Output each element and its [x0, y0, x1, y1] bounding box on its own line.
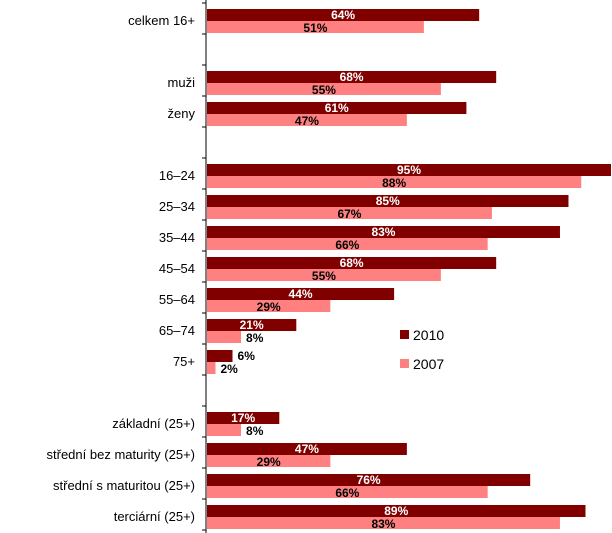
- bar-2007: [207, 486, 488, 498]
- bar-2007: [207, 83, 441, 95]
- category-label: 45–54: [159, 261, 195, 276]
- legend-swatch-2007: [400, 359, 409, 368]
- category-label: 75+: [173, 354, 195, 369]
- bar-2010: [207, 288, 395, 300]
- category-label: muži: [168, 75, 196, 90]
- value-label-2007: 55%: [312, 83, 336, 97]
- value-label-2010: 85%: [376, 194, 400, 208]
- value-label-2010: 89%: [384, 504, 408, 518]
- legend: 2010 2007: [400, 327, 444, 372]
- bar-2010: [207, 412, 280, 424]
- bar-2010: [207, 319, 297, 331]
- bar-2007: [207, 517, 560, 529]
- value-label-2010: 68%: [340, 70, 364, 84]
- value-label-2010: 83%: [371, 225, 395, 239]
- category-label: ženy: [168, 106, 196, 121]
- value-label-2007: 8%: [246, 331, 264, 345]
- category-label: základní (25+): [112, 416, 195, 431]
- value-label-2007: 66%: [335, 486, 359, 500]
- bar-2007: [207, 362, 216, 374]
- value-label-2007: 2%: [221, 362, 239, 376]
- legend-swatch-2010: [400, 330, 409, 339]
- bar-2007: [207, 21, 424, 33]
- bar-2010: [207, 257, 497, 269]
- bar-2010: [207, 164, 611, 176]
- value-label-2007: 8%: [246, 424, 264, 438]
- value-label-2007: 29%: [257, 300, 281, 314]
- category-label: střední s maturitou (25+): [53, 478, 195, 493]
- bar-2007: [207, 114, 407, 126]
- bar-2007: [207, 238, 488, 250]
- category-labels-group: celkem 16+ muži ženy 16–24 25–34 35–44 45–54 55…: [47, 13, 196, 524]
- value-label-2010: 76%: [357, 473, 381, 487]
- value-label-2007: 67%: [337, 207, 361, 221]
- value-label-2007: 29%: [257, 455, 281, 469]
- legend-label-2010: 2010: [413, 327, 444, 343]
- bar-2010: [207, 443, 407, 455]
- bar-2010: [207, 226, 560, 238]
- bar-2007: [207, 300, 331, 312]
- legend-label-2007: 2007: [413, 356, 444, 372]
- category-label: celkem 16+: [128, 13, 195, 28]
- category-label: 55–64: [159, 292, 195, 307]
- value-label-2007: 83%: [371, 517, 395, 531]
- category-label: 16–24: [159, 168, 195, 183]
- value-label-2007: 88%: [382, 176, 406, 190]
- value-label-2010: 64%: [331, 8, 355, 22]
- bar-2010: [207, 350, 233, 362]
- category-label: střední bez maturity (25+): [47, 447, 195, 462]
- bar-2010: [207, 195, 569, 207]
- value-label-2007: 47%: [295, 114, 319, 128]
- bar-2010: [207, 71, 497, 83]
- value-label-2010: 61%: [325, 101, 349, 115]
- category-label: 65–74: [159, 323, 195, 338]
- value-label-2007: 55%: [312, 269, 336, 283]
- bar-2007: [207, 176, 582, 188]
- bar-2007: [207, 207, 492, 219]
- bar-2010: [207, 9, 480, 21]
- category-axis: [202, 0, 207, 533]
- value-label-2010: 6%: [238, 349, 256, 363]
- bar-2010: [207, 474, 531, 486]
- bar-2007: [207, 424, 242, 436]
- bars-group: [207, 9, 611, 529]
- bar-2010: [207, 505, 586, 517]
- category-label: 25–34: [159, 199, 195, 214]
- value-label-2010: 21%: [240, 318, 264, 332]
- value-label-2007: 51%: [303, 21, 327, 35]
- value-labels-group: 64% 51% 68% 55% 61% 47% 95%88% 85% 67% 83% 66% 68% 5…: [221, 8, 422, 531]
- bar-2007: [207, 331, 242, 343]
- bar-2007: [207, 269, 441, 281]
- category-label: terciární (25+): [114, 509, 195, 524]
- value-label-2010: 44%: [289, 287, 313, 301]
- value-label-2010: 17%: [231, 411, 255, 425]
- bar-2010: [207, 102, 467, 114]
- value-label-2010: 47%: [295, 442, 319, 456]
- value-label-2007: 66%: [335, 238, 359, 252]
- value-label-2010: 68%: [340, 256, 364, 270]
- bar-2007: [207, 455, 331, 467]
- category-label: 35–44: [159, 230, 195, 245]
- value-label-2010: 95%: [397, 163, 421, 177]
